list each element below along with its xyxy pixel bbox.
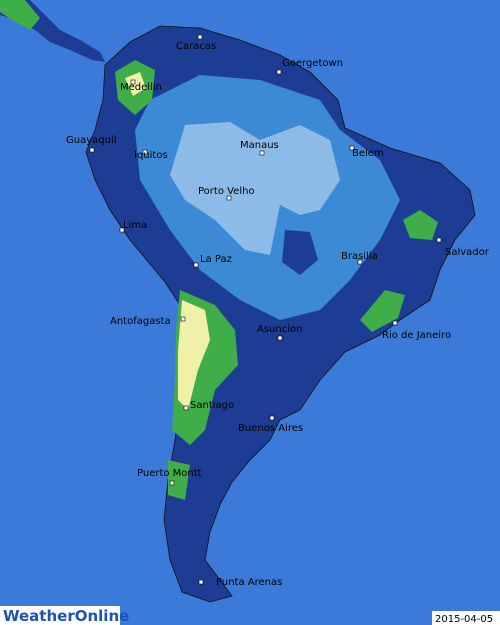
- city-dot: [142, 149, 148, 155]
- city-label: Santiago: [190, 400, 234, 411]
- date: 2015-04-05: [435, 614, 493, 625]
- city-dot: [119, 227, 125, 233]
- city-dot: [183, 405, 189, 411]
- city-dot: [180, 316, 186, 322]
- city-label: Lima: [123, 220, 147, 231]
- city-label: Buenos Aires: [238, 423, 303, 434]
- city-dot: [197, 34, 203, 40]
- city-label: Antofagasta: [110, 316, 171, 327]
- precip-zone: [0, 0, 40, 30]
- city-markers: [89, 34, 442, 585]
- city-labels: Caracas Goergetown Medellin Guayaquil Iq…: [66, 41, 490, 588]
- city-dot: [277, 335, 283, 341]
- precip-zone: [403, 210, 438, 240]
- date-box: [432, 611, 500, 625]
- city-label: Guayaquil: [66, 135, 117, 146]
- precip-zone: [178, 300, 210, 410]
- precip-zone: [125, 72, 146, 96]
- city-dot: [169, 480, 175, 486]
- city-label: Brasilia: [341, 251, 378, 262]
- city-label: Porto Velho: [198, 186, 255, 197]
- city-dot: [198, 579, 204, 585]
- city-dot: [259, 150, 265, 156]
- precip-zone: [170, 122, 340, 255]
- city-label: Goergetown: [282, 58, 343, 69]
- precip-zone: [282, 230, 318, 275]
- city-dot: [193, 262, 199, 268]
- city-dot: [89, 147, 95, 153]
- city-dot: [130, 79, 136, 85]
- city-label: Belem: [352, 148, 384, 159]
- city-dot: [276, 69, 282, 75]
- precip-zone: [168, 460, 190, 500]
- city-label: La Paz: [200, 254, 232, 265]
- city-dot: [226, 195, 232, 201]
- city-label: Punta Arenas: [216, 577, 282, 588]
- city-label: Caracas: [176, 41, 216, 52]
- city-label: Salvador: [445, 247, 490, 258]
- city-dot: [392, 320, 398, 326]
- city-label: Rio de Janeiro: [382, 330, 451, 341]
- precip-zone: [360, 290, 405, 332]
- city-label: Medellin: [120, 82, 162, 93]
- city-label: Puerto Montt: [137, 468, 202, 479]
- city-label: Iquitos: [134, 150, 168, 161]
- city-label: Asuncion: [257, 324, 302, 335]
- logo: WeatherOnline: [3, 607, 129, 625]
- city-dot: [349, 145, 355, 151]
- city-dot: [357, 259, 363, 265]
- city-dot: [436, 237, 442, 243]
- logo-box: [0, 606, 120, 625]
- city-label: Manaus: [240, 140, 279, 151]
- city-dot: [269, 415, 275, 421]
